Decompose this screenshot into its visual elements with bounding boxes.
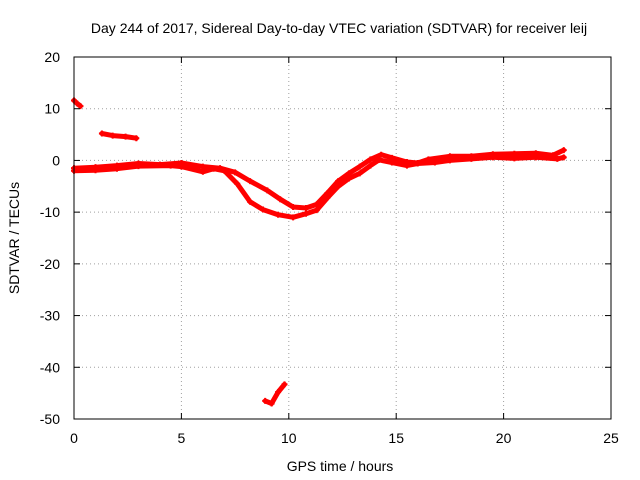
x-tick-label: 10 [281, 430, 297, 446]
data-point [446, 157, 453, 164]
data-point [199, 163, 206, 170]
grid [74, 57, 611, 419]
axis-ticks: 0 5 10 15 20 25 -50 -40 -30 -20 -10 0 10 20 [40, 49, 619, 446]
data-point [335, 178, 342, 185]
x-tick-label: 20 [496, 430, 512, 446]
data-point [302, 205, 309, 212]
series-line [99, 131, 139, 141]
data-point [275, 389, 282, 396]
data-point [414, 160, 421, 167]
data-point [77, 103, 84, 110]
data-point [232, 169, 239, 176]
data-point [532, 154, 539, 161]
x-tick-label: 5 [178, 430, 186, 446]
data-point [560, 154, 567, 161]
series-line [71, 147, 567, 211]
x-tick-label: 25 [603, 430, 619, 446]
series-track-early-high [71, 97, 84, 110]
data-point [113, 165, 120, 172]
x-axis-label: GPS time / hours [287, 458, 394, 474]
data-point [262, 397, 269, 404]
data-point [234, 180, 241, 187]
x-tick-label: 0 [70, 430, 78, 446]
data-point [403, 162, 410, 169]
data-point [247, 198, 254, 205]
data-point [98, 130, 105, 137]
data-point [356, 170, 363, 177]
data-point [260, 206, 267, 213]
data-point [135, 163, 142, 170]
y-tick-label: -20 [40, 256, 60, 272]
chart-title: Day 244 of 2017, Sidereal Day-to-day VTE… [91, 20, 587, 36]
data-point [324, 194, 331, 201]
data-point [178, 163, 185, 170]
y-tick-label: -10 [40, 204, 60, 220]
y-tick-label: -40 [40, 359, 60, 375]
y-tick-label: -50 [40, 411, 60, 427]
data-point [290, 214, 297, 221]
y-axis-label: SDTVAR / TECUs [6, 182, 22, 294]
y-tick-label: -30 [40, 308, 60, 324]
data-point [302, 210, 309, 217]
data-point [345, 170, 352, 177]
data-point [378, 151, 385, 158]
plot-frame [73, 56, 612, 420]
data-point [247, 178, 254, 185]
data-point [313, 207, 320, 214]
data-point [74, 100, 81, 107]
data-point [335, 183, 342, 190]
data-point [133, 135, 140, 142]
data-point [264, 187, 271, 194]
data-point [489, 154, 496, 161]
data-point [376, 156, 383, 163]
data-point [210, 165, 217, 172]
series-line [262, 381, 287, 406]
data-point [122, 133, 129, 140]
data-point [281, 381, 288, 388]
data-point [275, 211, 282, 218]
series-track-main-lower [71, 154, 567, 221]
y-tick-label: 0 [52, 152, 60, 168]
data-point [268, 400, 275, 407]
data-point [468, 155, 475, 162]
data-point [199, 168, 206, 175]
series-line [71, 154, 567, 220]
data-point [511, 155, 518, 162]
data-series [71, 97, 567, 407]
y-tick-label: 20 [44, 49, 60, 65]
data-point [290, 203, 297, 210]
data-point [356, 163, 363, 170]
data-point [388, 159, 395, 166]
series-track-outlier-low [262, 381, 288, 407]
data-point [367, 162, 374, 169]
data-point [221, 167, 228, 174]
data-point [367, 156, 374, 163]
series-track-early-5 [98, 130, 140, 142]
x-tick-label: 15 [388, 430, 404, 446]
data-point [345, 175, 352, 182]
data-point [92, 167, 99, 174]
data-point [554, 155, 561, 162]
data-point [167, 162, 174, 169]
y-tick-label: 10 [44, 101, 60, 117]
data-point [277, 196, 284, 203]
data-point [560, 147, 567, 154]
data-point [431, 159, 438, 166]
data-point [109, 132, 116, 139]
